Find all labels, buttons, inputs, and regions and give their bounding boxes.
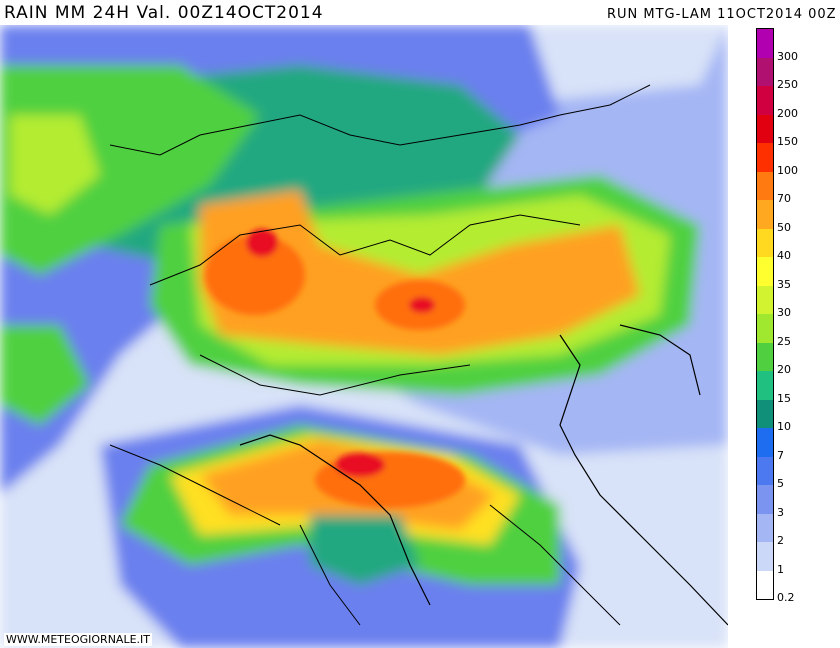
field-orange-main [200, 190, 640, 355]
legend-swatch [757, 86, 773, 115]
istria-coast [619, 324, 701, 396]
legend-swatch [757, 513, 773, 542]
coastlines [239, 324, 728, 626]
legend-label: 15 [777, 391, 791, 405]
model-run-label: RUN MTG-LAM 11OCT2014 00Z [607, 7, 837, 22]
legend-label: 70 [777, 192, 791, 205]
legend-label: 3 [777, 505, 784, 519]
precipitation-map [0, 25, 728, 648]
adriatic-coast [559, 334, 728, 626]
legend-swatch [757, 428, 773, 457]
legend-swatch [757, 200, 773, 229]
regional-border-1 [199, 354, 471, 396]
field-red-alps [246, 229, 278, 257]
legend-label: 35 [777, 277, 791, 291]
legend-label: 20 [777, 363, 791, 376]
legend-label: 1 [777, 562, 784, 576]
legend-colorbar [756, 28, 774, 600]
legend-label: 250 [777, 78, 798, 91]
legend-swatch [757, 314, 773, 343]
alpine-border [109, 84, 651, 156]
legend-swatch [757, 542, 773, 571]
field-dark-orange-alps [205, 235, 305, 315]
legend-label: 100 [777, 163, 798, 177]
field-teal-tuscany [310, 515, 420, 585]
legend-label: 40 [777, 249, 791, 262]
precipitation-fields [0, 25, 728, 648]
legend-label: 10 [777, 420, 791, 433]
swiss-border [149, 214, 581, 286]
country-borders [109, 84, 651, 626]
legend-swatch [757, 342, 773, 371]
legend-swatch [757, 371, 773, 400]
field-yellow-green-west [10, 115, 100, 215]
legend-swatch [757, 143, 773, 172]
legend-swatch [757, 399, 773, 428]
field-green-sw [0, 325, 90, 425]
legend-swatch [757, 114, 773, 143]
legend-swatch [757, 570, 773, 599]
legend-label: 30 [777, 306, 791, 319]
legend-label: 7 [777, 448, 784, 462]
legend-swatch [757, 29, 773, 58]
legend-swatch [757, 456, 773, 485]
legend-swatch [757, 257, 773, 286]
regional-border-4 [489, 504, 621, 626]
legend-label: 200 [777, 106, 798, 120]
legend-label: 300 [777, 49, 798, 63]
legend-swatch [757, 228, 773, 257]
field-red-liguria [335, 453, 385, 477]
legend-swatch [757, 57, 773, 86]
legend-label: 0.2 [777, 591, 795, 604]
legend-label: 150 [777, 135, 798, 148]
legend-label: 25 [777, 334, 791, 348]
legend-label: 50 [777, 220, 791, 234]
watermark: WWW.METEOGIORNALE.IT [4, 633, 152, 646]
ligurian-coast [239, 434, 431, 606]
legend-swatch [757, 171, 773, 200]
precipitation-maxima [205, 229, 465, 508]
regional-border-3 [299, 524, 361, 626]
regional-border-2 [109, 444, 281, 526]
field-red-veneto [409, 297, 435, 313]
legend-swatch [757, 285, 773, 314]
legend-label: 5 [777, 477, 784, 490]
legend-swatch [757, 485, 773, 514]
map-title: RAIN MM 24H Val. 00Z14OCT2014 [4, 3, 324, 23]
legend-label: 2 [777, 534, 784, 547]
